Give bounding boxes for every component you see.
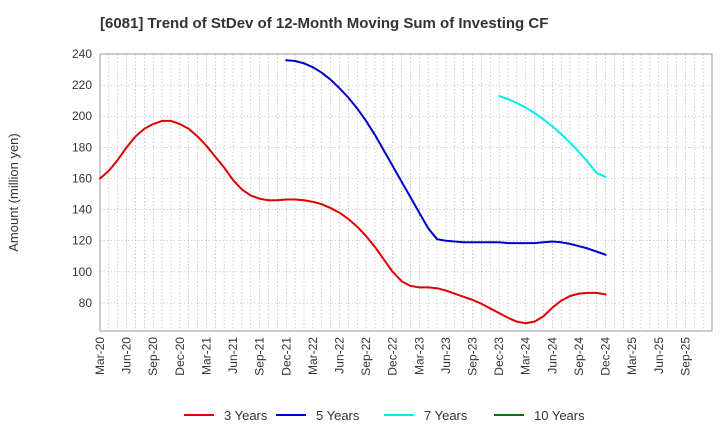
- x-tick-label: Mar-25: [625, 337, 639, 375]
- x-tick-label: Sep-22: [359, 337, 373, 376]
- y-tick-label: 180: [72, 140, 92, 154]
- plot-area: [99, 53, 713, 332]
- y-axis-ticks: 80 100 120 140 160 180 200 220 240: [72, 47, 92, 310]
- x-tick-label: Sep-24: [572, 337, 586, 376]
- series-line-5-years: [285, 59, 607, 256]
- x-tick-label: Jun-24: [545, 337, 559, 374]
- x-tick-label: Jun-23: [439, 337, 453, 374]
- y-tick-label: 120: [72, 234, 92, 248]
- x-tick-label: Jun-21: [226, 337, 240, 374]
- y-tick-label: 240: [72, 47, 92, 61]
- series-line-7-years: [498, 95, 607, 178]
- x-tick-label: Jun-22: [332, 337, 346, 374]
- x-tick-label: Sep-23: [466, 337, 480, 376]
- x-tick-label: Mar-22: [306, 337, 320, 375]
- chart-title: [6081] Trend of StDev of 12-Month Moving…: [100, 15, 548, 32]
- legend: 3 Years 5 Years 7 Years 10 Years: [184, 408, 585, 423]
- x-tick-label: Jun-20: [120, 337, 134, 374]
- legend-5-years-label: 5 Years: [316, 408, 360, 423]
- x-tick-label: Dec-24: [599, 337, 613, 376]
- series-lines: [99, 59, 607, 325]
- x-tick-label: Sep-25: [678, 337, 692, 376]
- x-tick-label: Mar-24: [519, 337, 533, 375]
- x-tick-label: Mar-20: [93, 337, 107, 375]
- x-tick-label: Dec-21: [279, 337, 293, 376]
- x-tick-label: Sep-20: [146, 337, 160, 376]
- legend-3-years-label: 3 Years: [224, 408, 268, 423]
- x-axis-ticks: Mar-20 Jun-20 Sep-20 Dec-20 Mar-21 Jun-21 Sep-…: [93, 337, 692, 376]
- x-tick-label: Dec-23: [492, 337, 506, 376]
- y-tick-label: 160: [72, 171, 92, 185]
- y-tick-label: 100: [72, 265, 92, 279]
- legend-7-years-label: 7 Years: [424, 408, 468, 423]
- y-tick-label: 220: [72, 78, 92, 92]
- legend-10-years-label: 10 Years: [534, 408, 585, 423]
- series-line-3-years: [99, 119, 607, 325]
- x-tick-label: Jun-25: [652, 337, 666, 374]
- x-tick-label: Sep-21: [253, 337, 267, 376]
- x-tick-label: Mar-21: [199, 337, 213, 375]
- y-tick-label: 80: [79, 296, 93, 310]
- x-tick-label: Dec-22: [386, 337, 400, 376]
- grid: [100, 54, 712, 331]
- y-tick-label: 140: [72, 203, 92, 217]
- x-tick-label: Mar-23: [412, 337, 426, 375]
- y-axis-label: Amount (million yen): [6, 133, 21, 252]
- y-tick-label: 200: [72, 109, 92, 123]
- x-tick-label: Dec-20: [173, 337, 187, 376]
